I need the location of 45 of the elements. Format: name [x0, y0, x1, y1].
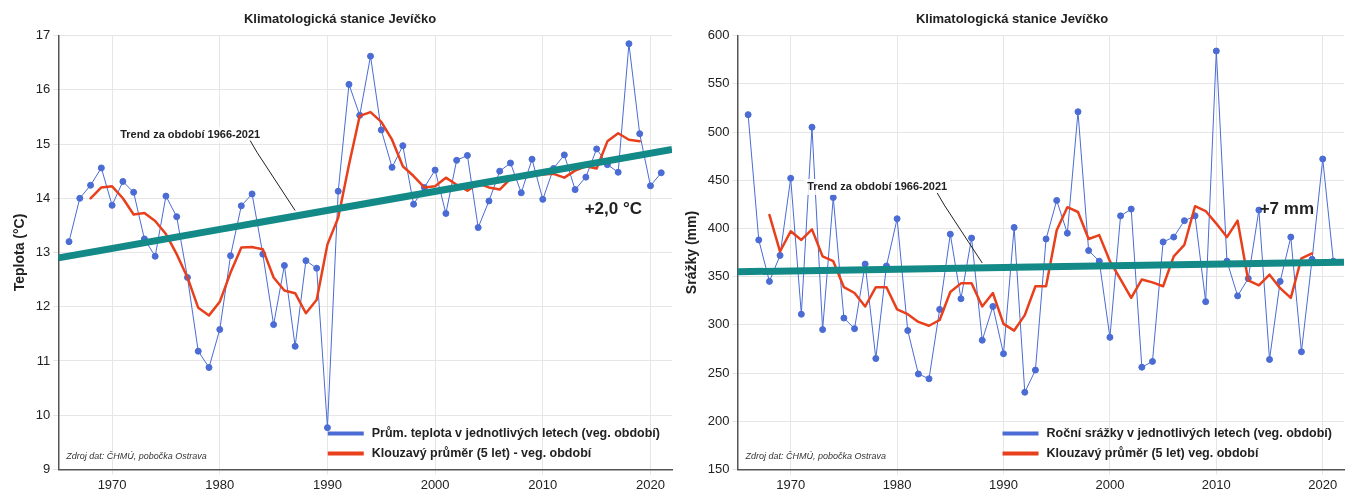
y-tick-label: 14	[35, 189, 51, 205]
annotation: Trend za období 1966-2021	[120, 127, 261, 140]
x-tick-label: 2020	[1308, 476, 1338, 492]
x-tick-label: 2000	[1095, 476, 1125, 492]
y-tick-label: 600	[707, 27, 730, 43]
y-tick-label: 200	[707, 412, 730, 428]
y-tick-label: 300	[707, 316, 730, 332]
y-tick-label: 10	[35, 406, 51, 422]
y-tick-label: 500	[707, 123, 730, 139]
y-tick-label: 13	[35, 244, 51, 260]
y-tick-label: 17	[35, 27, 51, 43]
annotation: Trend za období 1966-2021	[807, 179, 948, 192]
legend-label: Roční srážky v jednotlivých letech (veg. období)	[1046, 425, 1332, 440]
y-tick-label: 11	[36, 352, 51, 368]
y-tick-label: 450	[707, 171, 730, 187]
y-axis-title: Teplota (°C)	[11, 213, 28, 292]
annotation: Zdroj dat: ČHMÚ, pobočka Ostrava	[744, 451, 887, 462]
y-tick-label: 550	[707, 75, 730, 91]
x-tick-label: 1990	[989, 476, 1018, 492]
x-tick-label: 2020	[636, 476, 665, 492]
y-tick-label: 16	[35, 81, 51, 97]
legend-label: Prům. teplota v jednotlivých letech (veg. období)	[371, 425, 660, 440]
x-tick-label: 1970	[97, 476, 127, 492]
x-tick-label: 2010	[528, 476, 558, 492]
chart-title: Klimatologická stanice Jevíčko	[915, 11, 1109, 27]
y-tick-label: 12	[35, 298, 51, 314]
chart-title: Klimatologická stanice Jevíčko	[243, 11, 437, 27]
x-tick-label: 1970	[776, 476, 806, 492]
annotation: +2,0 °C	[584, 198, 642, 218]
legend-label: Klouzavý průměr (5 let) - veg. období	[371, 445, 592, 460]
y-tick-label: 9	[43, 460, 51, 476]
x-tick-label: 2010	[1201, 476, 1231, 492]
y-tick-label: 350	[707, 268, 730, 284]
legend-label: Klouzavý průměr (5 let) veg. období	[1046, 445, 1259, 460]
x-tick-label: 1990	[312, 476, 342, 492]
annotation: +7 mm	[1259, 198, 1314, 218]
y-tick-label: 15	[35, 135, 51, 151]
y-axis-title: Srážky (mm)	[683, 210, 700, 295]
annotation: Zdroj dat: ČHMÚ, pobočka Ostrava	[65, 451, 207, 462]
x-tick-label: 1980	[882, 476, 912, 492]
y-tick-label: 400	[707, 219, 730, 235]
x-tick-label: 1980	[205, 476, 235, 492]
x-tick-label: 2000	[420, 476, 450, 492]
y-tick-label: 250	[707, 364, 730, 380]
y-tick-label: 150	[707, 460, 730, 476]
